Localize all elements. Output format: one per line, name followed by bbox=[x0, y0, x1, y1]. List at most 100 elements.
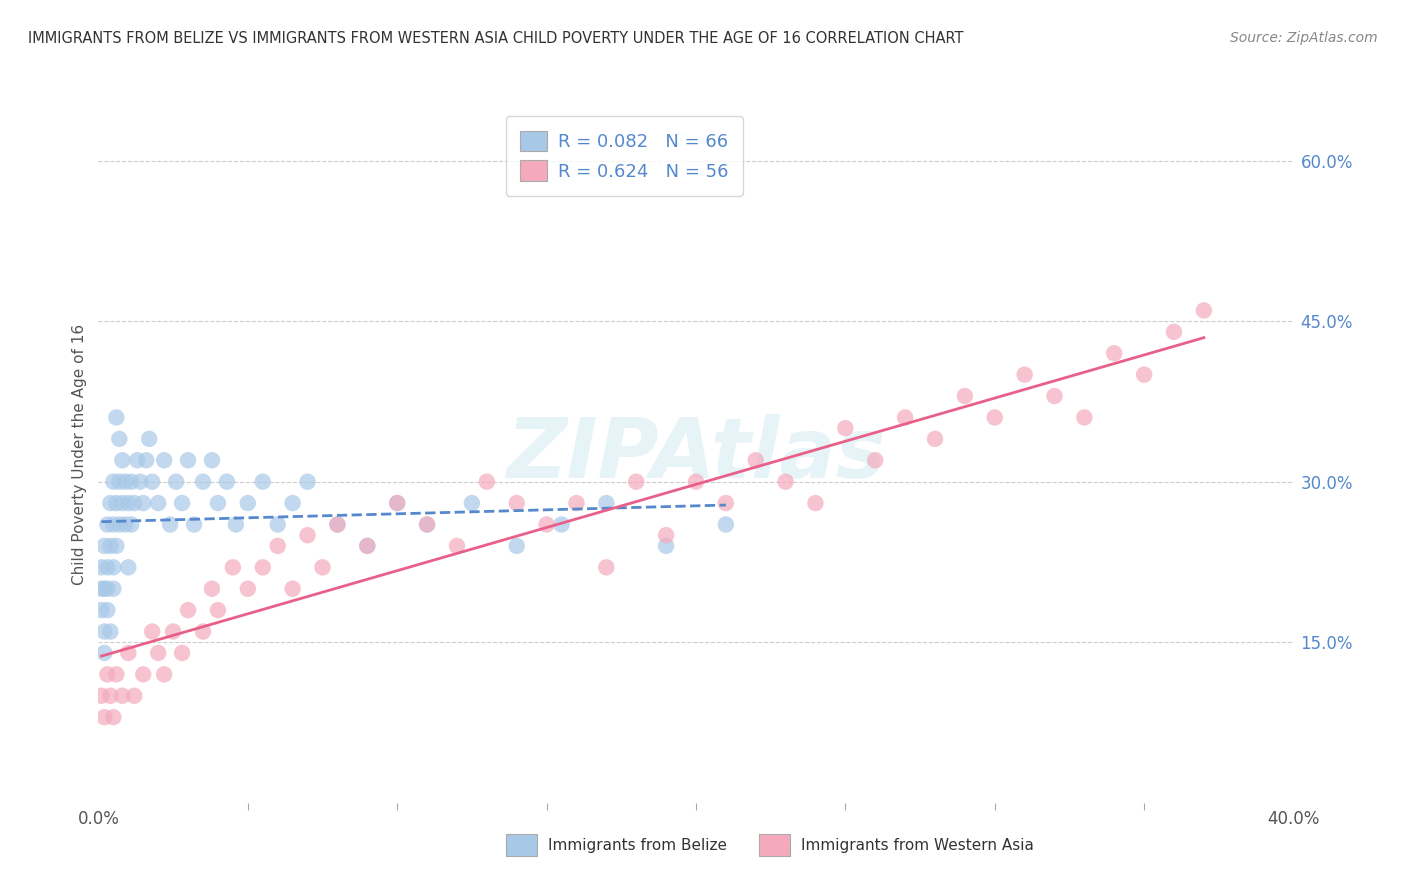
Point bbox=[297, 475, 319, 489]
Point bbox=[111, 496, 134, 510]
Point bbox=[1163, 325, 1185, 339]
Legend: R = 0.082   N = 66, R = 0.624   N = 56: R = 0.082 N = 66, R = 0.624 N = 56 bbox=[506, 116, 742, 195]
Point bbox=[804, 496, 827, 510]
Point bbox=[114, 517, 136, 532]
Point bbox=[141, 475, 163, 489]
Point bbox=[96, 667, 118, 681]
Point bbox=[1043, 389, 1066, 403]
Point bbox=[93, 582, 115, 596]
Point bbox=[745, 453, 768, 467]
Point bbox=[114, 475, 136, 489]
Point bbox=[356, 539, 378, 553]
Point bbox=[191, 475, 214, 489]
Point bbox=[96, 560, 118, 574]
Point bbox=[100, 624, 122, 639]
Point bbox=[132, 667, 155, 681]
Point bbox=[984, 410, 1007, 425]
Point bbox=[834, 421, 856, 435]
Point bbox=[236, 582, 259, 596]
Point bbox=[90, 603, 112, 617]
Point bbox=[124, 496, 146, 510]
Point bbox=[108, 475, 131, 489]
Point bbox=[90, 582, 112, 596]
Point bbox=[252, 475, 274, 489]
Point bbox=[446, 539, 468, 553]
Point bbox=[252, 560, 274, 574]
Point bbox=[201, 453, 224, 467]
Point bbox=[141, 624, 163, 639]
Point bbox=[1014, 368, 1036, 382]
Point bbox=[177, 453, 200, 467]
Point bbox=[1192, 303, 1215, 318]
Point bbox=[93, 646, 115, 660]
Text: IMMIGRANTS FROM BELIZE VS IMMIGRANTS FROM WESTERN ASIA CHILD POVERTY UNDER THE A: IMMIGRANTS FROM BELIZE VS IMMIGRANTS FRO… bbox=[28, 31, 963, 46]
Point bbox=[153, 667, 176, 681]
Point bbox=[385, 496, 409, 510]
Point bbox=[1104, 346, 1126, 360]
Point bbox=[267, 517, 290, 532]
Point bbox=[565, 496, 588, 510]
Point bbox=[120, 475, 142, 489]
Point bbox=[550, 517, 572, 532]
Point bbox=[207, 496, 229, 510]
Point bbox=[135, 453, 157, 467]
Point bbox=[475, 475, 498, 489]
Point bbox=[506, 496, 529, 510]
Text: ZIPAtlas: ZIPAtlas bbox=[506, 415, 886, 495]
Point bbox=[461, 496, 484, 510]
Point bbox=[924, 432, 946, 446]
Point bbox=[595, 560, 617, 574]
Point bbox=[236, 496, 259, 510]
Text: Immigrants from Western Asia: Immigrants from Western Asia bbox=[801, 838, 1035, 853]
Point bbox=[297, 528, 319, 542]
Point bbox=[103, 475, 125, 489]
Point bbox=[281, 496, 304, 510]
Point bbox=[148, 646, 170, 660]
Point bbox=[626, 475, 648, 489]
Point bbox=[111, 689, 134, 703]
Point bbox=[1133, 368, 1156, 382]
Point bbox=[105, 410, 128, 425]
Point bbox=[595, 496, 617, 510]
Point bbox=[714, 496, 737, 510]
Point bbox=[93, 624, 115, 639]
Text: Source: ZipAtlas.com: Source: ZipAtlas.com bbox=[1230, 31, 1378, 45]
Point bbox=[90, 560, 112, 574]
Point bbox=[714, 517, 737, 532]
Point bbox=[111, 453, 134, 467]
Point bbox=[207, 603, 229, 617]
Point bbox=[127, 453, 149, 467]
Point bbox=[536, 517, 558, 532]
Point bbox=[162, 624, 184, 639]
Point bbox=[117, 646, 139, 660]
Point bbox=[775, 475, 797, 489]
Point bbox=[416, 517, 439, 532]
Point bbox=[655, 539, 678, 553]
Point bbox=[326, 517, 349, 532]
Point bbox=[1073, 410, 1095, 425]
Point bbox=[267, 539, 290, 553]
Point bbox=[103, 710, 125, 724]
Point bbox=[108, 517, 131, 532]
Point bbox=[129, 475, 152, 489]
Point bbox=[311, 560, 333, 574]
Point bbox=[165, 475, 187, 489]
Point bbox=[172, 646, 194, 660]
Point bbox=[172, 496, 194, 510]
Point bbox=[201, 582, 224, 596]
Point bbox=[281, 582, 304, 596]
Point bbox=[148, 496, 170, 510]
Point bbox=[132, 496, 155, 510]
Point bbox=[894, 410, 917, 425]
Point bbox=[953, 389, 976, 403]
Point bbox=[138, 432, 160, 446]
Point bbox=[865, 453, 887, 467]
Point bbox=[117, 496, 139, 510]
Point bbox=[103, 517, 125, 532]
Point bbox=[225, 517, 247, 532]
Point bbox=[506, 539, 529, 553]
Point bbox=[222, 560, 245, 574]
Point bbox=[105, 496, 128, 510]
Point bbox=[385, 496, 409, 510]
Point bbox=[685, 475, 707, 489]
